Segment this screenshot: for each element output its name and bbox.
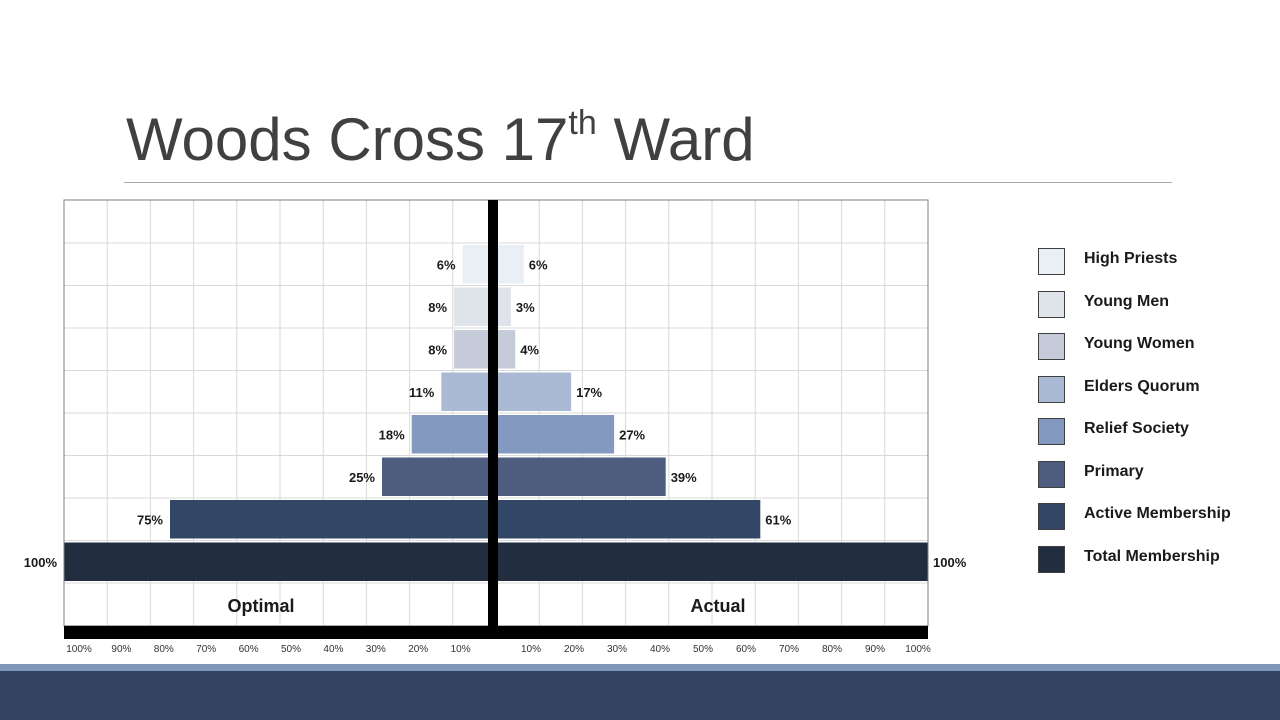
bar-optimal-total-membership — [64, 542, 488, 581]
value-labels: 6% 6% 8% 3% 8% 4% 11% 17% 18% 27% 25% 39% 75% 61% 100%… — [24, 257, 967, 570]
bar-actual-young-women — [498, 330, 516, 369]
label-actual-primary: 39% — [671, 470, 697, 485]
legend-label: Elders Quorum — [1084, 377, 1200, 395]
bar-actual-active-membership — [498, 500, 761, 539]
x-tick-label: 10% — [521, 644, 541, 655]
legend-swatch — [1038, 333, 1065, 360]
legend-swatch — [1038, 375, 1065, 403]
legend-swatch — [1038, 418, 1065, 445]
bar-optimal-young-women — [454, 330, 488, 369]
label-actual-high-priests: 6% — [529, 257, 548, 272]
legend-label: High Priests — [1084, 250, 1178, 267]
legend-swatch — [1038, 248, 1065, 275]
legend-label: Primary — [1084, 462, 1144, 480]
bar-optimal-primary — [382, 457, 488, 496]
title-divider — [124, 182, 1172, 183]
legend-swatch — [1038, 545, 1065, 573]
x-tick-label: 80% — [154, 644, 174, 655]
center-axis — [488, 200, 498, 626]
label-optimal-young-men: 8% — [428, 300, 447, 315]
x-tick-label: 100% — [66, 644, 92, 655]
x-tick-label: 50% — [693, 644, 713, 655]
bar-actual-relief-society — [498, 415, 615, 454]
bar-optimal-relief-society — [411, 415, 488, 454]
slide-title: Woods Cross 17th Ward — [126, 100, 755, 180]
label-optimal-high-priests: 6% — [437, 257, 456, 272]
x-tick-label: 40% — [650, 644, 670, 655]
footer-band — [0, 671, 1280, 720]
x-axis-ticks: 100% 90% 80% 70% 60% 50% 40% 30% 20% 10% 10% 20% 30%… — [66, 644, 931, 655]
x-tick-label: 90% — [111, 644, 131, 655]
x-tick-label: 20% — [564, 644, 584, 655]
legend-label: Active Membership — [1084, 505, 1231, 522]
bar-actual-high-priests — [498, 245, 524, 284]
label-optimal-elders-quorum: 11% — [409, 385, 435, 400]
bar-optimal-active-membership — [170, 500, 488, 539]
bars — [64, 245, 928, 581]
series-label-actual: Actual — [690, 596, 745, 616]
x-tick-label: 40% — [323, 644, 343, 655]
x-tick-label: 100% — [905, 644, 931, 655]
x-tick-label: 20% — [408, 644, 428, 655]
x-tick-label: 80% — [822, 644, 842, 655]
label-optimal-primary: 25% — [349, 470, 375, 485]
x-tick-label: 70% — [196, 644, 216, 655]
x-tick-label: 90% — [865, 644, 885, 655]
label-actual-elders-quorum: 17% — [576, 385, 602, 400]
legend-swatch — [1038, 460, 1065, 488]
title-end: Ward — [596, 106, 755, 173]
legend-swatch — [1038, 503, 1065, 530]
label-optimal-young-women: 8% — [428, 342, 447, 357]
label-actual-relief-society: 27% — [619, 427, 645, 442]
legend-label: Young Men — [1084, 292, 1170, 310]
label-actual-total-membership: 100% — [933, 555, 967, 570]
label-actual-young-men: 3% — [516, 300, 535, 315]
x-tick-label: 60% — [736, 644, 756, 655]
label-optimal-total-membership: 100% — [24, 555, 58, 570]
label-actual-active-membership: 61% — [765, 512, 791, 527]
legend-label: Total Membership — [1084, 547, 1220, 565]
x-tick-label: 30% — [607, 644, 627, 655]
x-axis-bar — [64, 626, 928, 639]
x-tick-label: 60% — [239, 644, 259, 655]
legend-label: Relief Society — [1084, 420, 1189, 437]
bar-actual-total-membership — [498, 542, 928, 581]
label-actual-young-women: 4% — [520, 342, 539, 357]
legend-swatch — [1038, 290, 1065, 318]
bar-actual-elders-quorum — [498, 372, 572, 411]
bar-optimal-elders-quorum — [441, 372, 488, 411]
x-tick-label: 30% — [366, 644, 386, 655]
label-optimal-relief-society: 18% — [379, 427, 405, 442]
bar-optimal-high-priests — [462, 245, 488, 284]
footer-accent-line — [0, 664, 1280, 671]
label-optimal-active-membership: 75% — [137, 512, 163, 527]
series-label-optimal: Optimal — [227, 596, 294, 616]
legend-label: Young Women — [1084, 335, 1195, 352]
bar-actual-young-men — [498, 287, 511, 326]
x-tick-label: 70% — [779, 644, 799, 655]
title-superscript: th — [568, 104, 597, 142]
title-main: Woods Cross 17 — [126, 106, 569, 173]
x-tick-label: 10% — [451, 644, 471, 655]
x-tick-label: 50% — [281, 644, 301, 655]
bar-optimal-young-men — [454, 287, 488, 326]
bar-actual-primary — [498, 457, 666, 496]
